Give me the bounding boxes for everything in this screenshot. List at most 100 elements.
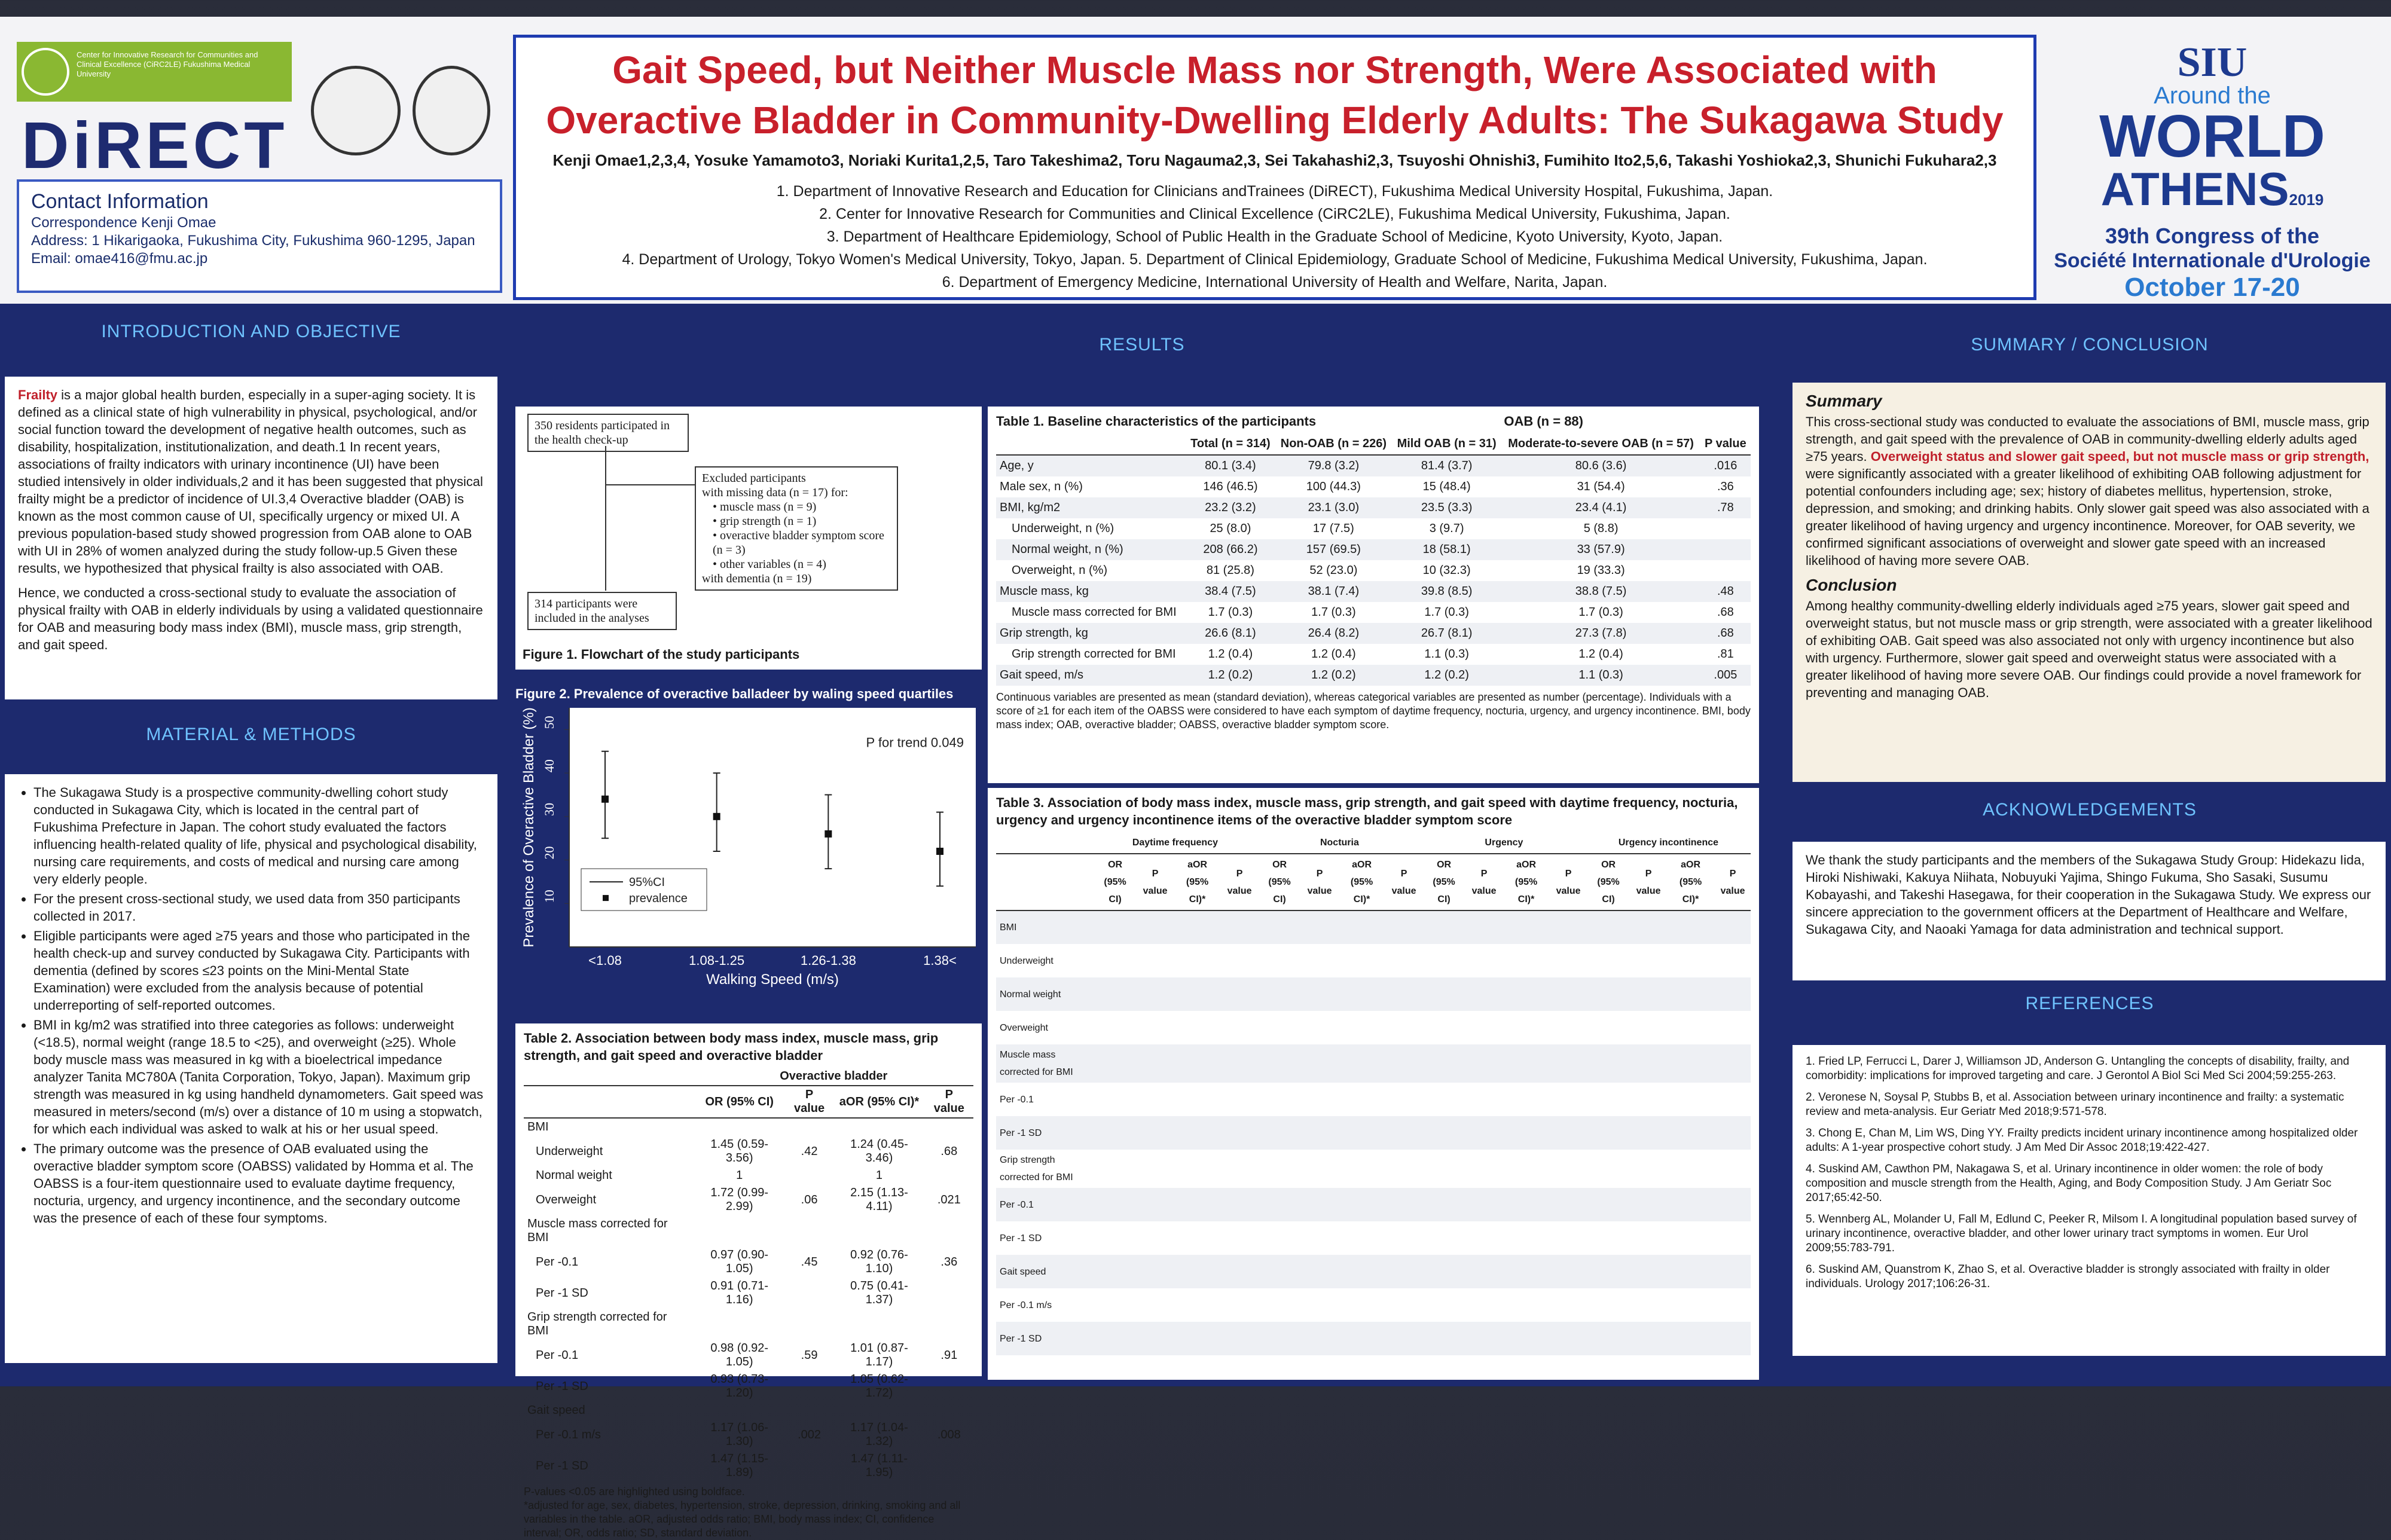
table-cell [833,1118,924,1136]
legend-ci-label: 95%CI [629,876,665,889]
table-row: Muscle mass, kg 38.4 (7.5) 38.1 (7.4) 39.8 … [996,581,1751,602]
table-cell [1137,944,1173,977]
table-cell [1586,1288,1630,1322]
table-3-panel: Table 3. Association of body mass index,… [988,788,1759,1380]
table-3-subheader: aOR (95% CI)* [1337,854,1387,911]
figure-2-panel: Figure 2. Prevalence of overactive balla… [515,686,982,1021]
table-cell [925,1167,973,1184]
table-cell: 33 (57.9) [1577,543,1625,556]
table-cell: .021 [937,1193,961,1206]
table-3-subheader: P value [1715,854,1751,911]
table-3-row-label: Underweight [1000,955,1053,966]
table-cell: .68 [1717,606,1734,619]
table-cell [1502,910,1550,944]
y-tick-label: 50 [542,716,557,729]
table-cell [1386,1150,1422,1188]
table-cell: 1.24 (0.45-3.46) [850,1138,908,1165]
table-cell [1422,944,1466,977]
methods-panel: The Sukagawa Study is a prospective comm… [5,774,497,1363]
table-cell [1137,1116,1173,1150]
table-cell [1173,1011,1222,1044]
table-cell [1422,1221,1466,1255]
siu-text: SIU [2177,39,2248,85]
table-cell [1466,1221,1502,1255]
x-tick-label: 1.38< [923,953,957,968]
table-row: Underweight, n (%) 25 (8.0) 17 (7.5) 3 (9.7… [996,518,1751,539]
table-cell [1093,977,1137,1011]
table-cell [1422,1188,1466,1221]
table-1-header: Total (n = 314) [1185,433,1275,456]
prevalence-chart: 10 20 30 40 50 <1.08 1.08-1.25 1.26-1.38 1.38< Wa… [521,708,976,988]
affiliation-3: 3. Department of Healthcare Epidemiology… [826,228,1723,245]
table-cell [1302,1011,1338,1044]
table-cell [1093,1221,1137,1255]
table-cell: 23.4 (4.1) [1575,501,1627,514]
table-cell [1302,910,1338,944]
table-cell: 1.2 (0.4) [1208,647,1253,661]
table-cell [1257,1322,1302,1355]
table-cell: Underweight, n (%) [1012,522,1114,535]
table-row: Per -1 SD 1.47 (1.15-1.89) 1.47 (1.11-1.95… [524,1450,973,1481]
flowchart-caption: Figure 1. Flowchart of the study partici… [523,647,800,662]
affiliation-5: 6. Department of Emergency Medicine, Int… [942,274,1608,291]
table-cell [1093,1255,1137,1288]
table-cell [1550,1044,1586,1083]
table-cell [1630,1083,1666,1116]
table-cell [694,1402,785,1419]
reference-item: 4. Suskind AM, Cawthon PM, Nakagawa S, e… [1806,1163,2332,1204]
year-text: 2019 [2289,191,2324,209]
table-row: Normal weight [996,977,1751,1011]
congress-text: 39th Congress of the [2105,224,2320,248]
table-1: Total (n = 314) Non-OAB (n = 226) Mild OAB… [996,433,1751,686]
prevalence-point [601,795,609,803]
table-cell [1338,1116,1386,1150]
affiliation-2: 2. Center for Innovative Research for Co… [819,206,1730,222]
table-cell [1700,539,1751,560]
table-cell [925,1309,973,1340]
table-row: BMI [524,1118,973,1136]
table-cell [1173,1288,1222,1322]
prevalence-point [936,848,943,855]
table-cell [1257,1288,1302,1322]
table-cell: 38.4 (7.5) [1205,585,1256,598]
table-cell [1338,910,1386,944]
table-3-subheader: P value [1466,854,1502,911]
table-cell [1257,1044,1302,1083]
table-cell [1586,1116,1630,1150]
flow-excluded-line: • other variables (n = 4) [713,558,826,571]
table-cell: 1.17 (1.06-1.30) [710,1421,769,1448]
table-cell [1715,977,1751,1011]
methods-item: The primary outcome was the presence of … [33,1140,484,1227]
table-cell [1338,1083,1386,1116]
table-cell: 80.6 (3.6) [1575,459,1627,472]
table-cell: Per -1 SD [536,1379,588,1393]
table-cell: 23.5 (3.3) [1421,501,1473,514]
flow-excluded-line: • muscle mass (n = 9) [713,500,817,514]
table-row: BMI, kg/m2 23.2 (3.2) 23.1 (3.0) 23.5 (3.3)… [996,497,1751,518]
table-row: Normal weight, n (%) 208 (66.2) 157 (69.5)… [996,539,1751,560]
world-text: WORLD [2099,103,2325,170]
table-3-subheader: P value [1550,854,1586,911]
contact-correspondence: Correspondence Kenji Omae [31,215,216,231]
table-cell [1257,1221,1302,1255]
table-cell [1586,977,1630,1011]
table-cell [785,1309,833,1340]
table-cell [1093,944,1137,977]
table-cell: 31 (54.4) [1577,480,1625,493]
table-cell: 25 (8.0) [1210,522,1251,535]
table-cell [1666,910,1715,944]
prevalence-point [825,830,832,838]
flowchart-panel: 350 residents participated in the health… [515,407,982,670]
table-cell [1302,1255,1338,1288]
table-cell: Normal weight, n (%) [1012,543,1123,556]
table-cell: 157 (69.5) [1306,543,1361,556]
table-row: Muscle mass corrected for BMI 1.7 (0.3) 1.… [996,602,1751,623]
athens-text: ATHENS [2100,163,2289,215]
table-cell [1386,910,1422,944]
table-row: Grip strength corrected for BMI [524,1309,973,1340]
table-cell [1222,1221,1257,1255]
table-cell [1550,1011,1586,1044]
y-tick-label: 20 [542,847,557,860]
table-2-group: Overactive bladder [694,1068,973,1086]
table-cell [1137,1221,1173,1255]
